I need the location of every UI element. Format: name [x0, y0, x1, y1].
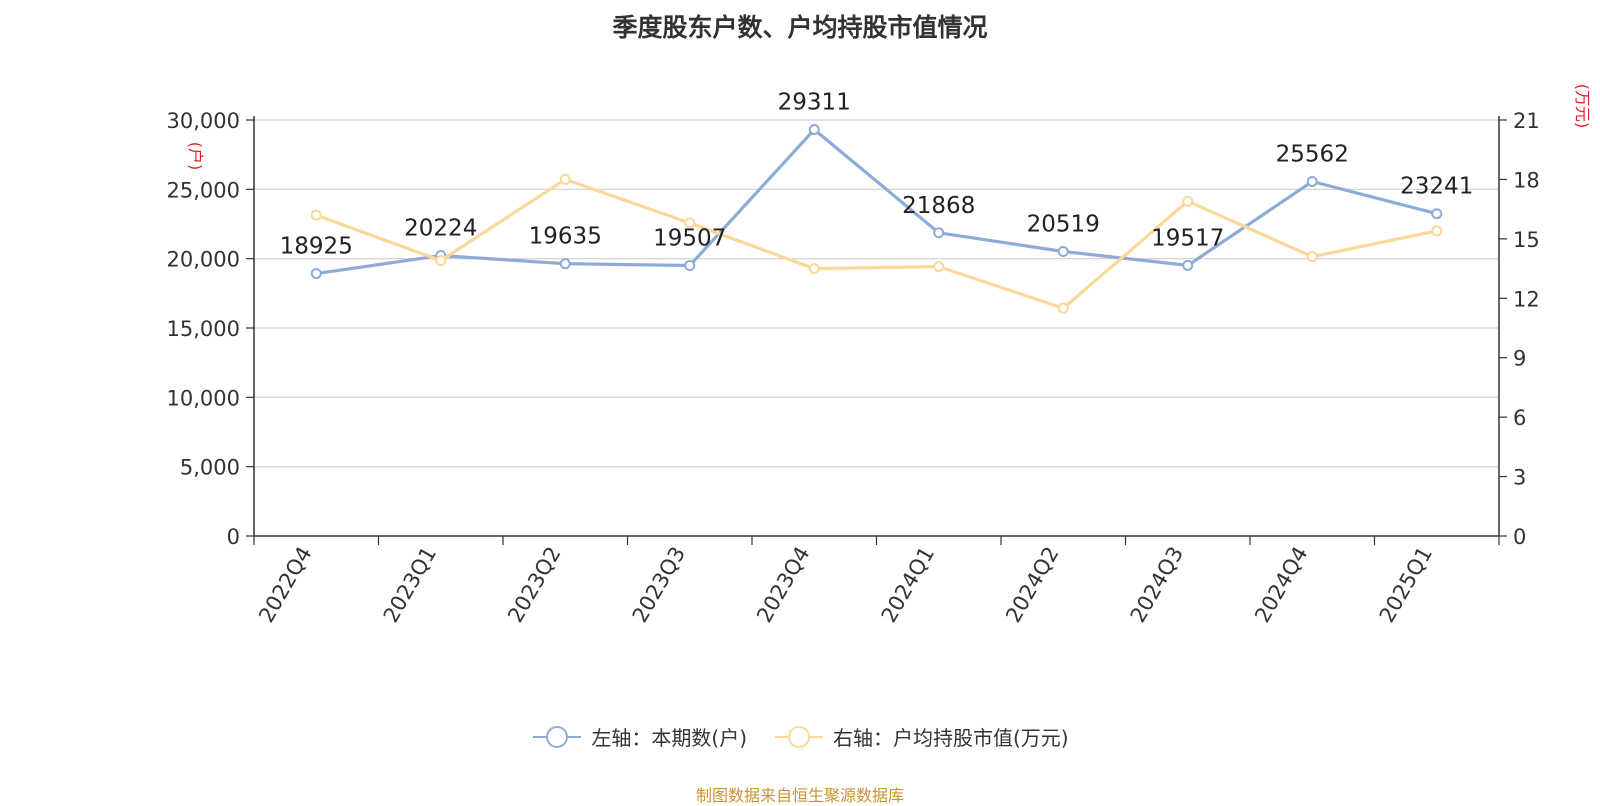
right-series-point	[1057, 302, 1069, 314]
legend-right-series-icon	[775, 725, 823, 748]
left-series-point	[310, 268, 322, 280]
data-label: 20519	[1027, 211, 1100, 237]
legend-left-series-icon	[533, 725, 582, 748]
left-series-point	[684, 260, 696, 272]
label-layer: 18925 20224 19635 19507 29311 21868 20519 19517…	[280, 90, 1474, 260]
left-series-point	[808, 124, 820, 136]
x-axis-category-label: 2024Q4	[1250, 543, 1312, 627]
right-series-point	[559, 173, 571, 185]
x-axis-category-label: 2025Q1	[1375, 543, 1437, 627]
left-series-point	[1182, 259, 1194, 271]
left-axis-tick-label: 25,000	[167, 178, 240, 202]
right-series-point	[933, 261, 945, 273]
chart-plot: 0 5,000 10,000 15,000 20,000 25,000 30,000 0 3 6 9…	[167, 84, 1592, 627]
data-label: 19507	[653, 226, 726, 252]
legend-item-right-series[interactable]: 右轴：户均持股市值(万元)	[773, 722, 1069, 751]
right-series-point	[1182, 195, 1194, 207]
left-series-point	[1306, 176, 1318, 188]
left-axis-tick-label: 30,000	[167, 109, 240, 133]
source-footer: 制图数据来自恒生聚源数据库	[695, 786, 904, 805]
series-layer	[310, 124, 1443, 314]
x-axis-category-label: 2024Q3	[1126, 543, 1188, 627]
data-label: 19517	[1151, 225, 1224, 251]
legend-right-series-label: 右轴：户均持股市值(万元)	[833, 726, 1069, 750]
right-series-point	[684, 217, 696, 229]
x-axis-category-label: 2023Q3	[628, 543, 690, 627]
left-axis-unit-label: (户)	[186, 142, 205, 171]
right-axis-tick-label: 9	[1513, 347, 1526, 371]
left-axis-tick-label: 15,000	[167, 317, 240, 341]
right-axis-tick-label: 12	[1513, 287, 1540, 311]
right-axis-tick-label: 0	[1513, 525, 1526, 549]
data-label: 19635	[529, 224, 602, 250]
left-axis-tick-label: 0	[227, 525, 240, 549]
right-axis-tick-label: 21	[1513, 109, 1540, 133]
data-label: 23241	[1400, 174, 1473, 200]
left-axis-tick-label: 5,000	[180, 456, 240, 480]
data-label: 18925	[280, 234, 353, 260]
right-axis-tick-label: 18	[1513, 168, 1540, 192]
x-axis-category-label: 2023Q2	[503, 543, 565, 627]
chart-title: 季度股东户数、户均持股市值情况	[612, 13, 988, 42]
right-series-point	[310, 209, 322, 221]
data-label: 29311	[778, 90, 851, 116]
left-axis-tick-label: 10,000	[167, 386, 240, 410]
left-series-point	[933, 227, 945, 239]
right-series-point	[435, 255, 447, 267]
right-series-line	[314, 177, 1439, 310]
legend: 左轴：本期数(户) 右轴：户均持股市值(万元)	[0, 722, 1600, 751]
legend-left-series-label: 左轴：本期数(户)	[591, 726, 747, 750]
left-axis-tick-label: 20,000	[167, 248, 240, 272]
data-label: 20224	[404, 216, 477, 242]
x-axis-category-label: 2023Q1	[379, 543, 441, 627]
axis-layer: 0 5,000 10,000 15,000 20,000 25,000 30,000 0 3 6 9…	[167, 84, 1592, 627]
legend-item-left-series[interactable]: 左轴：本期数(户)	[531, 722, 747, 751]
x-axis-category-label: 2024Q2	[1001, 543, 1063, 627]
right-series-point	[808, 263, 820, 275]
right-series-point	[1431, 225, 1443, 237]
data-label: 25562	[1276, 142, 1349, 168]
grid-layer	[254, 119, 1499, 468]
right-series-point	[1306, 251, 1318, 263]
left-series-point	[1431, 208, 1443, 220]
x-axis-category-label: 2022Q4	[254, 543, 316, 627]
right-axis-tick-label: 3	[1513, 466, 1526, 490]
data-label: 21868	[902, 193, 975, 219]
x-axis-category-label: 2024Q1	[877, 543, 939, 627]
right-axis-tick-label: 6	[1513, 406, 1526, 430]
left-series-point	[559, 258, 571, 270]
right-axis-unit-label: (万元)	[1573, 84, 1592, 129]
x-axis-category-label: 2023Q4	[752, 543, 814, 627]
left-series-point	[1057, 245, 1069, 257]
left-series-line	[314, 128, 1439, 276]
right-axis-tick-label: 15	[1513, 228, 1540, 252]
